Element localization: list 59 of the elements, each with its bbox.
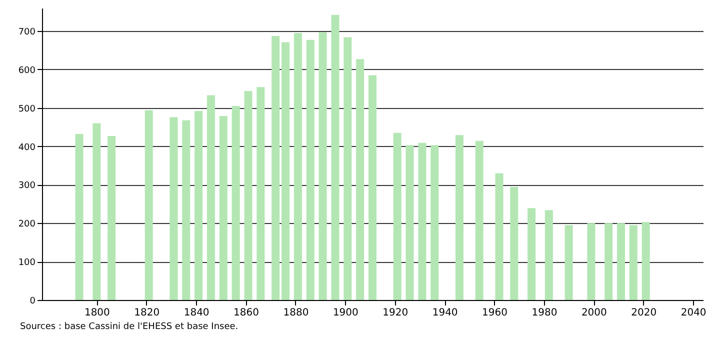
x-tick-label: 1880 bbox=[283, 308, 309, 318]
bar bbox=[544, 210, 553, 300]
bar bbox=[344, 37, 352, 300]
x-tick-label: 1920 bbox=[382, 308, 408, 318]
y-tick-label: 0 bbox=[30, 296, 36, 306]
bar bbox=[206, 95, 215, 300]
bar bbox=[475, 140, 484, 300]
bar bbox=[616, 223, 625, 300]
bar bbox=[356, 59, 364, 300]
x-tick-label: 1960 bbox=[482, 308, 508, 318]
bar bbox=[219, 116, 228, 300]
x-tick-label: 1940 bbox=[432, 308, 458, 318]
y-tick-label: 100 bbox=[18, 258, 36, 268]
bar bbox=[430, 145, 439, 300]
bar bbox=[510, 187, 518, 300]
bar bbox=[528, 208, 536, 300]
bar bbox=[418, 142, 426, 300]
bar bbox=[144, 110, 153, 300]
bar bbox=[232, 106, 240, 300]
bar bbox=[587, 223, 596, 300]
x-tick-label: 1840 bbox=[184, 308, 210, 318]
y-tick-label: 600 bbox=[18, 66, 36, 76]
bar bbox=[75, 134, 84, 300]
bar bbox=[318, 32, 327, 300]
bar bbox=[92, 123, 101, 300]
bar bbox=[108, 136, 116, 300]
y-tick-label: 200 bbox=[18, 220, 36, 230]
x-tick-label: 2000 bbox=[581, 308, 607, 318]
bar bbox=[194, 110, 203, 300]
bar bbox=[604, 223, 613, 300]
bar bbox=[306, 40, 314, 300]
bar bbox=[331, 14, 340, 300]
bar bbox=[244, 90, 252, 300]
bar bbox=[182, 120, 190, 300]
bar bbox=[393, 132, 402, 300]
y-tick-label: 400 bbox=[18, 142, 36, 153]
x-tick-label: 1800 bbox=[84, 308, 110, 318]
bar bbox=[282, 42, 290, 300]
y-tick-label: 700 bbox=[18, 28, 36, 38]
x-tick-label: 2020 bbox=[631, 308, 657, 318]
bar bbox=[256, 87, 265, 300]
x-tick-label: 1820 bbox=[134, 308, 160, 318]
y-tick-label: 300 bbox=[18, 181, 36, 192]
bar bbox=[272, 36, 280, 300]
x-tick-label: 1860 bbox=[234, 308, 259, 318]
x-tick-label: 1980 bbox=[532, 308, 558, 318]
bar bbox=[170, 117, 178, 300]
bar bbox=[368, 75, 376, 300]
y-tick-label: 500 bbox=[18, 104, 36, 114]
x-tick-label: 1900 bbox=[332, 308, 358, 318]
bar bbox=[294, 32, 302, 300]
bar bbox=[629, 225, 638, 300]
bar bbox=[564, 225, 573, 300]
source-note: Sources : base Cassini de l'EHESS et base Insee. bbox=[20, 322, 238, 332]
bar bbox=[495, 173, 504, 300]
x-tick-label: 2040 bbox=[680, 308, 706, 318]
bar bbox=[406, 145, 414, 300]
bar bbox=[642, 222, 650, 300]
bar bbox=[455, 135, 464, 300]
